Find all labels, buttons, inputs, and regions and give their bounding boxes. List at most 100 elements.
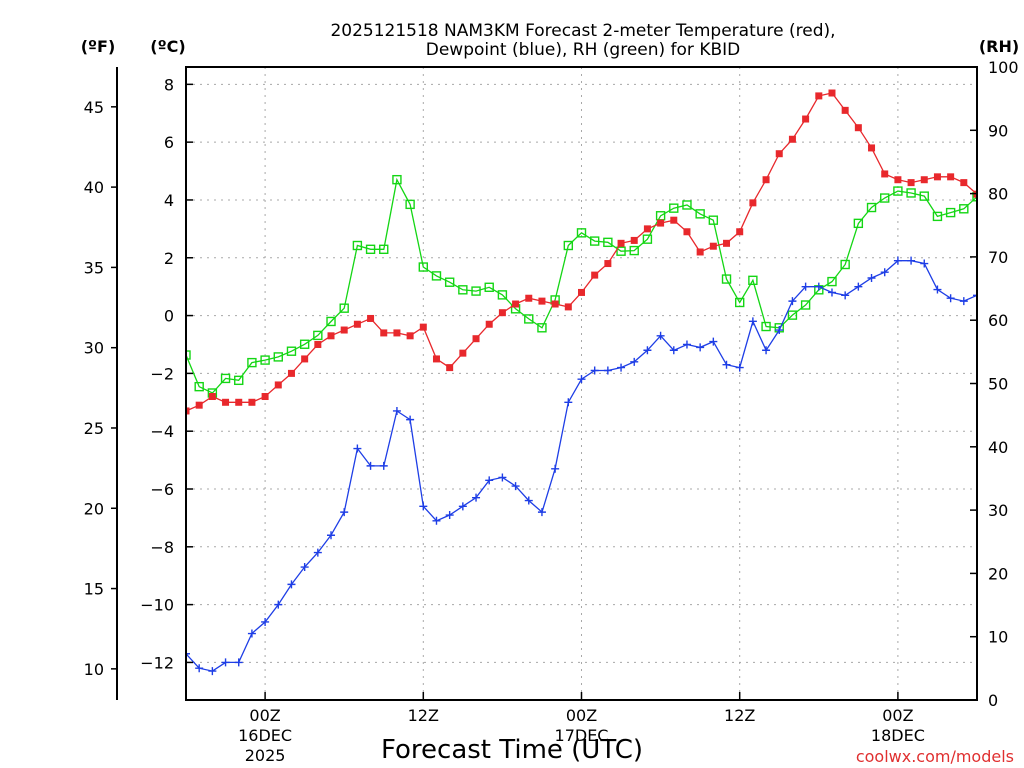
- celsius-tick-label: −10: [140, 596, 174, 615]
- rh-tick-label: 100: [988, 58, 1019, 77]
- dewpoint-point: [880, 268, 889, 277]
- dewpoint-point: [590, 366, 599, 375]
- rh-point: [186, 350, 191, 360]
- temperature-point: [512, 300, 520, 308]
- temperature-point: [208, 393, 216, 401]
- dewpoint-point: [920, 259, 929, 268]
- rh-point: [273, 352, 283, 362]
- fahrenheit-tick-label: 20: [84, 499, 104, 518]
- rh-point: [458, 285, 468, 295]
- dewpoint-point: [498, 473, 507, 482]
- dewpoint-point: [814, 282, 823, 291]
- fahrenheit-tick-label: 45: [84, 98, 104, 117]
- rh-point: [418, 262, 428, 272]
- dewpoint-point: [419, 502, 428, 511]
- dewpoint-point: [208, 667, 217, 676]
- rh-point: [669, 203, 679, 213]
- temperature-point: [749, 199, 757, 207]
- dewpoint-point: [682, 340, 691, 349]
- chart-title-line2: Dewpoint (blue), RH (green) for KBID: [426, 40, 741, 60]
- rh-point: [682, 200, 692, 210]
- rh-point: [761, 321, 771, 332]
- rh-point: [945, 207, 956, 218]
- temperature-line: [186, 92, 977, 412]
- temperature-point: [841, 106, 849, 114]
- temperature-point: [287, 369, 295, 377]
- temperature-point: [868, 144, 876, 152]
- rh-point: [326, 316, 336, 327]
- dewpoint-point: [748, 317, 757, 326]
- rh-point: [708, 215, 719, 225]
- rh-point: [932, 211, 943, 222]
- rh-point: [431, 271, 442, 281]
- rh-point: [787, 310, 798, 320]
- temperature-point: [617, 239, 625, 247]
- x-tick-date: 17DEC: [555, 726, 609, 745]
- temperature-point: [683, 228, 691, 236]
- temperature-point: [828, 89, 836, 97]
- temperature-point: [248, 398, 256, 406]
- dewpoint-point: [472, 493, 481, 502]
- dewpoint-point: [827, 288, 836, 297]
- dewpoint-point: [788, 297, 797, 306]
- dewpoint-point: [537, 508, 546, 517]
- temperature-point: [960, 179, 968, 187]
- rh-point: [748, 275, 758, 286]
- temperature-point: [881, 170, 889, 178]
- rh-point: [735, 297, 745, 308]
- rh-point: [827, 276, 837, 287]
- dewpoint-point: [630, 357, 639, 366]
- temperature-point: [340, 326, 348, 334]
- dewpoint-point: [287, 580, 296, 589]
- temperature-point: [472, 335, 480, 343]
- dewpoint-line: [186, 260, 977, 672]
- axes: [111, 66, 978, 701]
- temperature-point: [314, 340, 322, 348]
- temperature-point: [762, 176, 770, 184]
- rh-tick-label: 40: [988, 438, 1008, 457]
- rh-point: [959, 204, 969, 214]
- rh-tick-label: 90: [988, 121, 1008, 140]
- temperature-point: [261, 393, 269, 401]
- temperature-point: [920, 176, 928, 184]
- rh-point: [497, 290, 508, 300]
- temperature-point: [854, 124, 862, 132]
- rh-point: [576, 228, 587, 238]
- dewpoint-point: [458, 502, 467, 511]
- chart-title-line1: 2025121518 NAM3KM Forecast 2-meter Tempe…: [330, 21, 835, 41]
- dewpoint-point: [274, 600, 283, 609]
- dewpoint-point: [959, 297, 968, 306]
- dewpoint-point: [577, 375, 586, 384]
- rh-point: [220, 373, 231, 384]
- celsius-tick-label: 0: [164, 307, 174, 326]
- series-temperature: [186, 89, 977, 415]
- x-tick-year: 2025: [245, 746, 286, 765]
- rh-point: [840, 259, 850, 270]
- dewpoint-point: [933, 285, 942, 294]
- celsius-tick-label: 6: [164, 133, 174, 152]
- dewpoint-point: [735, 363, 744, 372]
- temperature-point: [947, 173, 955, 181]
- rh-point: [853, 218, 864, 229]
- dewpoint-point: [247, 629, 256, 638]
- dewpoint-point: [186, 649, 190, 658]
- temperature-point: [670, 216, 678, 224]
- rh-point: [563, 240, 574, 251]
- dewpoint-point: [511, 482, 520, 491]
- rh-tick-label: 60: [988, 311, 1008, 330]
- rh-point: [524, 314, 534, 324]
- temperature-point: [907, 179, 915, 187]
- dewpoint-point: [300, 563, 309, 572]
- x-tick-label: 00Z: [566, 706, 597, 725]
- x-tick-date: 16DEC: [238, 726, 292, 745]
- temperature-point: [894, 176, 902, 184]
- dewpoint-point: [366, 461, 375, 470]
- temperature-point: [485, 320, 493, 328]
- fahrenheit-tick-label: 40: [84, 178, 104, 197]
- dewpoint-point: [907, 256, 916, 265]
- dewpoint-point: [669, 346, 678, 355]
- temperature-point: [222, 398, 230, 406]
- celsius-tick-label: 8: [164, 75, 174, 94]
- temperature-point: [195, 401, 203, 409]
- series-rh: [186, 174, 977, 398]
